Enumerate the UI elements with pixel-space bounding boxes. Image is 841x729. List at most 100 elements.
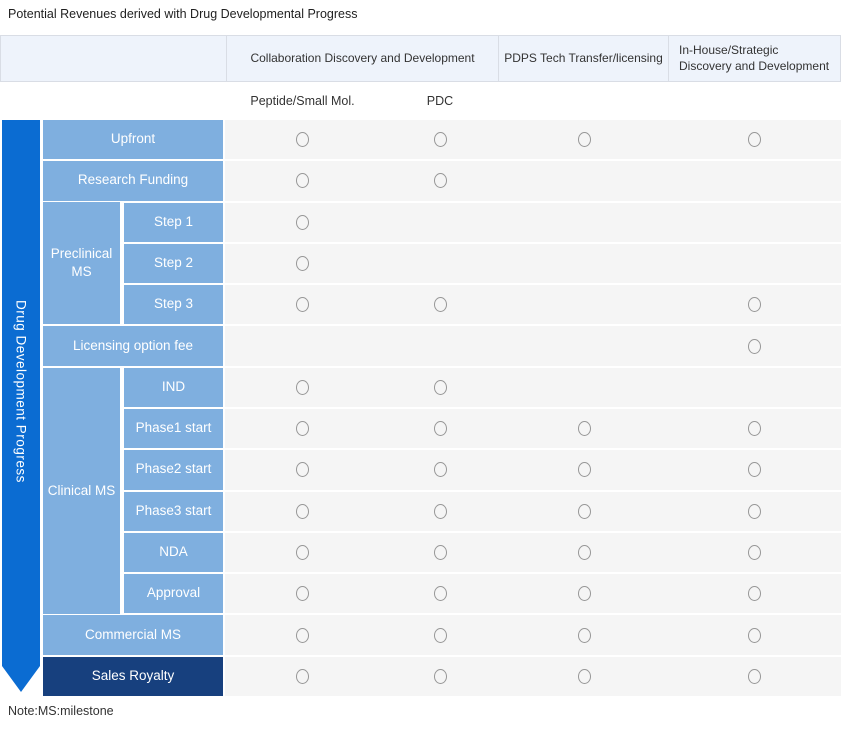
row-cells bbox=[225, 367, 841, 407]
matrix-cell bbox=[500, 161, 668, 201]
applicable-circle-icon bbox=[296, 586, 309, 602]
header-row: Collaboration Discovery and Development … bbox=[0, 35, 841, 82]
row-label: Sales Royalty bbox=[43, 656, 223, 696]
matrix-cell bbox=[500, 120, 668, 160]
row-label: Step 1 bbox=[124, 202, 223, 242]
table-row-phase3-start: Phase3 start bbox=[43, 491, 841, 531]
matrix-cell bbox=[668, 161, 841, 201]
group-label-preclinical-ms: Preclinical MS bbox=[43, 202, 120, 324]
matrix-cell bbox=[225, 450, 380, 490]
matrix-cell bbox=[225, 532, 380, 573]
matrix-cell bbox=[380, 243, 500, 284]
matrix-cell bbox=[668, 367, 841, 407]
matrix-cell bbox=[500, 202, 668, 242]
matrix-cell bbox=[225, 491, 380, 531]
applicable-circle-icon bbox=[296, 544, 309, 560]
row-cells bbox=[225, 408, 841, 449]
row-cells bbox=[225, 532, 841, 573]
row-cells bbox=[225, 615, 841, 655]
matrix-cell bbox=[380, 285, 500, 325]
applicable-circle-icon bbox=[433, 421, 447, 437]
table-row-nda: NDA bbox=[43, 532, 841, 573]
matrix-cell bbox=[225, 656, 380, 696]
matrix-cell bbox=[500, 450, 668, 490]
row-cells bbox=[225, 574, 841, 614]
matrix-cell bbox=[668, 408, 841, 449]
matrix-cell bbox=[380, 161, 500, 201]
applicable-circle-icon bbox=[433, 173, 447, 189]
table-row-ind: IND bbox=[43, 367, 841, 407]
row-cells bbox=[225, 656, 841, 696]
matrix-cell bbox=[500, 615, 668, 655]
matrix-cell bbox=[668, 202, 841, 242]
applicable-circle-icon bbox=[577, 132, 591, 148]
header-pdps: PDPS Tech Transfer/licensing bbox=[499, 35, 669, 82]
matrix-cell bbox=[668, 574, 841, 614]
row-label: Commercial MS bbox=[43, 615, 223, 655]
row-cells bbox=[225, 326, 841, 366]
matrix-cell bbox=[668, 120, 841, 160]
row-label: Step 3 bbox=[124, 285, 223, 325]
matrix-cell bbox=[380, 656, 500, 696]
matrix-cell bbox=[225, 367, 380, 407]
applicable-circle-icon bbox=[296, 214, 309, 230]
table-row-upfront: Upfront bbox=[43, 120, 841, 160]
table-row-step1: Step 1 bbox=[43, 202, 841, 242]
subheader-pdc: PDC bbox=[426, 94, 454, 108]
matrix-cell bbox=[500, 326, 668, 366]
table-row-phase1-start: Phase1 start bbox=[43, 408, 841, 449]
matrix-cell bbox=[380, 574, 500, 614]
applicable-circle-icon bbox=[296, 668, 309, 684]
matrix-cell bbox=[500, 367, 668, 407]
applicable-circle-icon bbox=[748, 627, 761, 643]
matrix-cell bbox=[380, 450, 500, 490]
applicable-circle-icon bbox=[433, 586, 447, 602]
applicable-circle-icon bbox=[296, 379, 309, 395]
applicable-circle-icon bbox=[296, 132, 309, 148]
row-label: Upfront bbox=[43, 120, 223, 160]
row-cells bbox=[225, 120, 841, 160]
applicable-circle-icon bbox=[577, 668, 591, 684]
applicable-circle-icon bbox=[433, 379, 447, 395]
group-label-clinical-ms: Clinical MS bbox=[43, 368, 120, 614]
matrix-cell bbox=[380, 202, 500, 242]
header-empty-cell bbox=[0, 35, 227, 82]
applicable-circle-icon bbox=[748, 668, 761, 684]
applicable-circle-icon bbox=[748, 462, 761, 478]
matrix-cell bbox=[380, 367, 500, 407]
row-label: IND bbox=[124, 367, 223, 407]
arrow-label: Drug Development Progress bbox=[13, 299, 29, 483]
matrix-cell bbox=[380, 491, 500, 531]
matrix-cell bbox=[668, 450, 841, 490]
matrix-cell bbox=[500, 656, 668, 696]
row-cells bbox=[225, 450, 841, 490]
matrix-cell bbox=[668, 491, 841, 531]
matrix-cell bbox=[668, 532, 841, 573]
matrix-cell bbox=[500, 243, 668, 284]
subheader-peptide-small-mol: Peptide/Small Mol. bbox=[250, 94, 355, 108]
matrix-cell bbox=[225, 202, 380, 242]
applicable-circle-icon bbox=[748, 544, 761, 560]
applicable-circle-icon bbox=[577, 544, 591, 560]
note-text: Note:MS:milestone bbox=[8, 704, 114, 718]
page-title: Potential Revenues derived with Drug Dev… bbox=[8, 7, 358, 21]
matrix-cell bbox=[225, 120, 380, 160]
applicable-circle-icon bbox=[577, 421, 591, 437]
matrix-cell bbox=[225, 615, 380, 655]
matrix-cell bbox=[500, 491, 668, 531]
row-cells bbox=[225, 491, 841, 531]
drug-development-progress-arrow: Drug Development Progress bbox=[2, 120, 40, 692]
matrix-cell bbox=[668, 243, 841, 284]
matrix-cell bbox=[500, 408, 668, 449]
table-row-step3: Step 3 bbox=[43, 285, 841, 325]
row-label: Step 2 bbox=[124, 243, 223, 284]
matrix-cell bbox=[380, 615, 500, 655]
applicable-circle-icon bbox=[433, 544, 447, 560]
table-row-commercial-ms: Commercial MS bbox=[43, 615, 841, 655]
header-collaboration: Collaboration Discovery and Development bbox=[227, 35, 499, 82]
matrix-cell bbox=[225, 161, 380, 201]
applicable-circle-icon bbox=[296, 297, 309, 313]
matrix-cell bbox=[668, 285, 841, 325]
applicable-circle-icon bbox=[748, 503, 761, 519]
